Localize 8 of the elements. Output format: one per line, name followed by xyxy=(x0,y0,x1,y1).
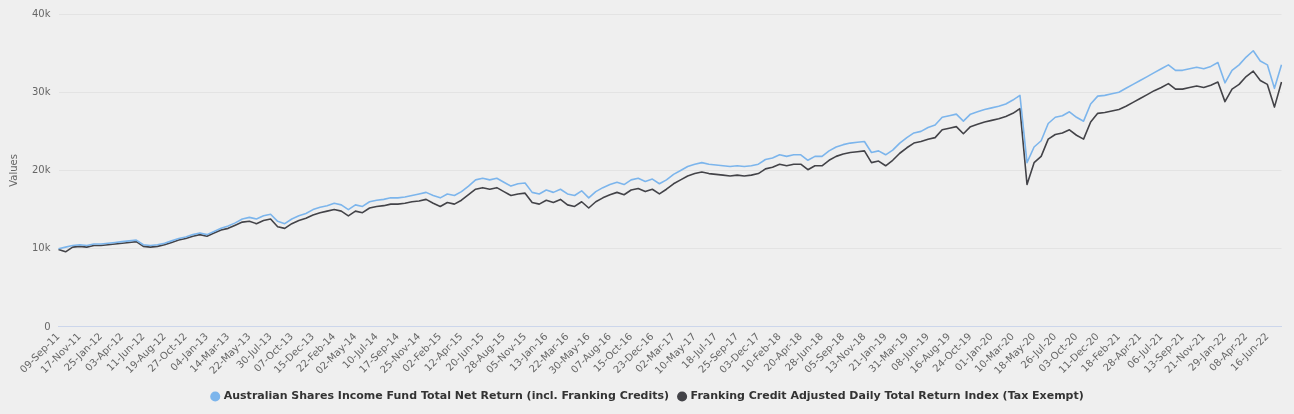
y-tick-label: 0 xyxy=(44,320,51,332)
legend-label: Franking Credit Adjusted Daily Total Return Index (Tax Exempt) xyxy=(690,389,1084,403)
legend-label: Australian Shares Income Fund Total Net Return (incl. Franking Credits) xyxy=(223,389,670,403)
y-axis-title: Values xyxy=(7,154,19,187)
y-tick-label: 20k xyxy=(32,164,51,176)
y-tick-label: 30k xyxy=(32,85,51,97)
y-tick-label: 40k xyxy=(32,7,51,19)
y-tick-label: 10k xyxy=(32,242,51,254)
